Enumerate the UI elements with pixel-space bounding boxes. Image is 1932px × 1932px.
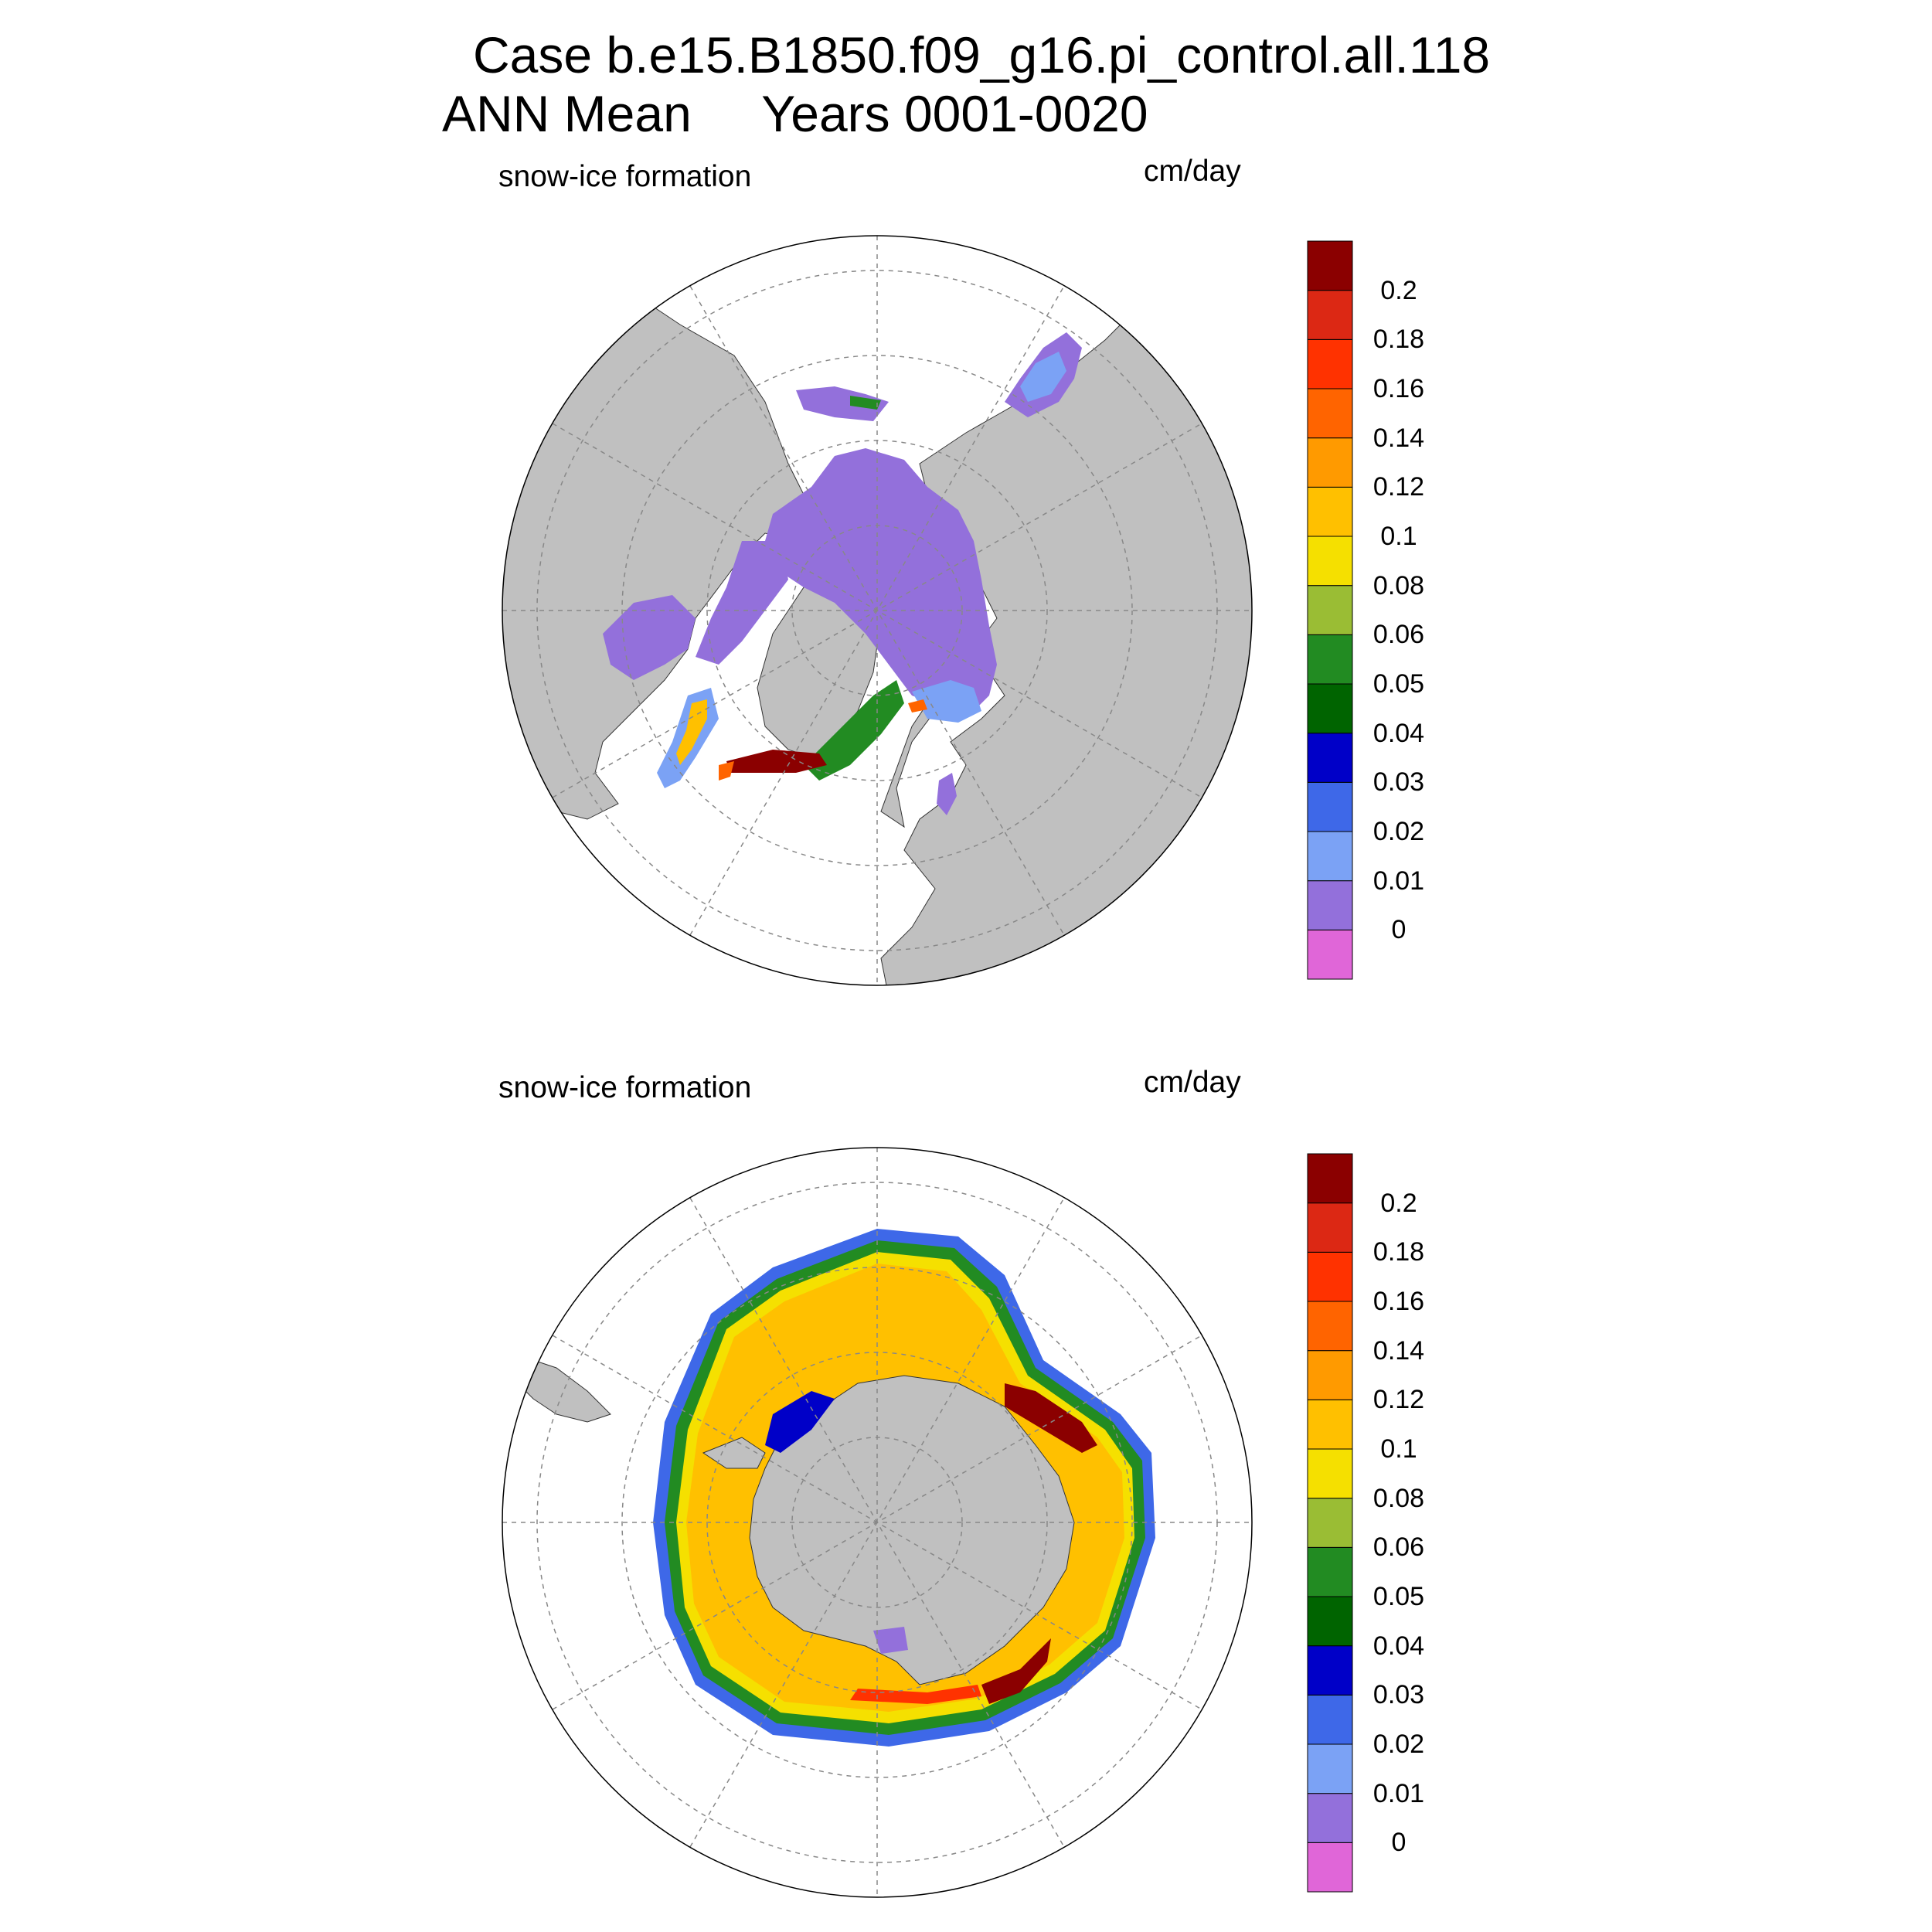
south-colorbar-tick-label: 0 bbox=[1391, 1828, 1406, 1858]
south-colorbar-tick-label: 0.1 bbox=[1380, 1434, 1417, 1464]
south-ice-red-ross bbox=[850, 1685, 981, 1704]
north-colorbar-tick-label: 0.1 bbox=[1380, 522, 1417, 551]
north-ice-baltic bbox=[937, 773, 957, 815]
north-colorbar-box-8 bbox=[1307, 536, 1353, 587]
north-ice-denmark-strait-edge bbox=[719, 761, 734, 781]
north-ice-okhotsk-blue bbox=[1020, 352, 1066, 402]
south-colorbar-tick-label: 0.12 bbox=[1372, 1385, 1425, 1415]
north-variable-label: snow-ice formation bbox=[498, 160, 752, 193]
north-units-label: cm/day bbox=[1144, 155, 1241, 188]
south-colorbar-tick-label: 0.05 bbox=[1372, 1582, 1425, 1611]
north-colorbar-box-7 bbox=[1307, 585, 1353, 635]
north-colorbar-tick-label: 0.05 bbox=[1372, 669, 1425, 699]
north-colorbar-box-4 bbox=[1307, 733, 1353, 783]
south-colorbar-box-0 bbox=[1307, 1842, 1353, 1893]
south-graticule bbox=[502, 1148, 1252, 1897]
south-colorbar-box-13 bbox=[1307, 1202, 1353, 1253]
figure-title-line-1: Case b.e15.B1850.f09_g16.pi_control.all.… bbox=[473, 26, 1491, 83]
north-ice-bering bbox=[796, 386, 889, 421]
south-ice-max-ross bbox=[981, 1638, 1051, 1704]
south-colorbar-tick-label: 0.2 bbox=[1380, 1188, 1417, 1218]
south-ice-weddell bbox=[765, 1391, 835, 1453]
north-colorbar-box-5 bbox=[1307, 683, 1353, 734]
north-ice-archipelago bbox=[696, 541, 788, 665]
north-colorbar-box-3 bbox=[1307, 781, 1353, 832]
north-ice-greenland-sea bbox=[804, 680, 904, 781]
south-ice-max-east bbox=[1005, 1383, 1097, 1453]
south-colorbar-tick-label: 0.04 bbox=[1372, 1631, 1425, 1661]
south-colorbar-box-5 bbox=[1307, 1596, 1353, 1647]
north-colorbar-box-6 bbox=[1307, 634, 1353, 685]
north-ice-arctic-basin bbox=[765, 448, 997, 711]
north-graticule bbox=[502, 236, 1252, 985]
south-colorbar-box-4 bbox=[1307, 1645, 1353, 1696]
north-colorbar-tick-label: 0.2 bbox=[1380, 275, 1417, 305]
south-colorbar-box-12 bbox=[1307, 1251, 1353, 1302]
north-colorbar-tick-label: 0.01 bbox=[1372, 866, 1425, 896]
south-colorbar-box-8 bbox=[1307, 1448, 1353, 1499]
figure-title-line-2: ANN Mean Years 0001-0020 bbox=[442, 85, 1148, 142]
south-colorbar-tick-label: 0.03 bbox=[1372, 1680, 1425, 1710]
north-colorbar-box-9 bbox=[1307, 486, 1353, 537]
south-units-label: cm/day bbox=[1144, 1066, 1241, 1099]
north-map-border bbox=[502, 235, 1253, 986]
south-polar-map bbox=[502, 1147, 1253, 1898]
north-colorbar-box-12 bbox=[1307, 338, 1353, 389]
north-colorbar-box-11 bbox=[1307, 388, 1353, 439]
north-colorbar-tick-label: 0.14 bbox=[1372, 423, 1425, 453]
south-colorbar-box-10 bbox=[1307, 1350, 1353, 1400]
north-colorbar-box-13 bbox=[1307, 290, 1353, 340]
north-colorbar-tick-label: 0.16 bbox=[1372, 374, 1425, 403]
south-colorbar-box-3 bbox=[1307, 1694, 1353, 1745]
south-colorbar-box-14 bbox=[1307, 1153, 1353, 1204]
north-colorbar-tick-label: 0.12 bbox=[1372, 472, 1425, 502]
south-colorbar-box-11 bbox=[1307, 1301, 1353, 1352]
north-colorbar-box-10 bbox=[1307, 437, 1353, 488]
south-variable-label: snow-ice formation bbox=[498, 1071, 752, 1104]
south-colorbar-tick-label: 0.16 bbox=[1372, 1287, 1425, 1316]
south-colorbar-tick-label: 0.08 bbox=[1372, 1483, 1425, 1513]
north-ice-bering-green bbox=[850, 396, 881, 410]
south-colorbar-tick-label: 0.18 bbox=[1372, 1237, 1425, 1267]
south-colorbar-box-6 bbox=[1307, 1546, 1353, 1597]
north-colorbar bbox=[1307, 240, 1353, 980]
south-colorbar-box-2 bbox=[1307, 1743, 1353, 1794]
north-colorbar-tick-label: 0.02 bbox=[1372, 817, 1425, 846]
south-colorbar-tick-label: 0.14 bbox=[1372, 1335, 1425, 1366]
south-colorbar bbox=[1307, 1153, 1353, 1893]
north-ice-barents-core bbox=[908, 699, 927, 713]
south-colorbar-box-9 bbox=[1307, 1399, 1353, 1450]
north-colorbar-box-2 bbox=[1307, 831, 1353, 882]
south-colorbar-tick-label: 0.06 bbox=[1372, 1532, 1425, 1563]
north-ice-hudson-bay bbox=[603, 595, 696, 680]
south-land-antarctica bbox=[749, 1375, 1075, 1685]
north-ice-labrador-core bbox=[676, 699, 707, 765]
south-colorbar-tick-label: 0.02 bbox=[1372, 1730, 1425, 1759]
south-ice-ross-inner bbox=[873, 1627, 908, 1654]
north-colorbar-tick-label: 0.04 bbox=[1372, 718, 1425, 748]
north-colorbar-tick-label: 0 bbox=[1391, 915, 1406, 945]
north-colorbar-tick-label: 0.08 bbox=[1372, 570, 1425, 600]
south-colorbar-box-1 bbox=[1307, 1793, 1353, 1843]
north-colorbar-tick-label: 0.06 bbox=[1372, 620, 1425, 650]
south-colorbar-tick-label: 0.01 bbox=[1372, 1778, 1425, 1808]
north-colorbar-tick-label: 0.03 bbox=[1372, 767, 1425, 798]
south-map-border bbox=[502, 1147, 1253, 1898]
north-colorbar-box-14 bbox=[1307, 240, 1353, 291]
north-ice-denmark-strait bbox=[726, 750, 827, 773]
north-polar-map bbox=[502, 235, 1253, 986]
south-colorbar-box-7 bbox=[1307, 1498, 1353, 1548]
north-colorbar-tick-label: 0.18 bbox=[1372, 325, 1425, 355]
north-ice-barents bbox=[912, 680, 981, 723]
north-colorbar-box-1 bbox=[1307, 880, 1353, 930]
north-colorbar-box-0 bbox=[1307, 929, 1353, 980]
